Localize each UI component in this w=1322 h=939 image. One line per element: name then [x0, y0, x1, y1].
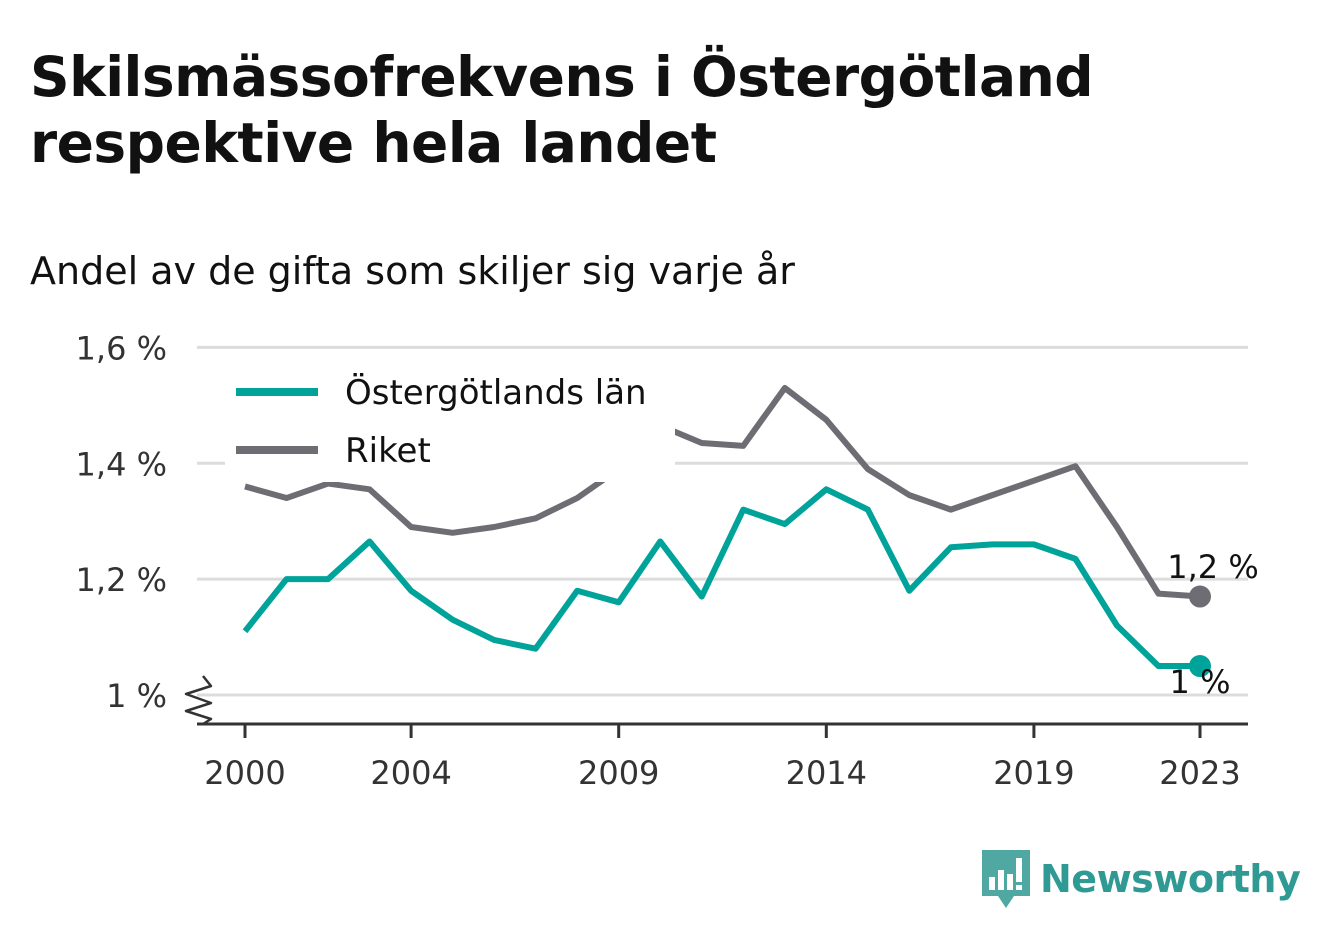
x-tick-label: 2019 [993, 754, 1074, 792]
x-axis [184, 675, 1248, 726]
end-labels: 1,2 % 1 % [1167, 548, 1258, 701]
y-axis-break-icon [184, 675, 213, 726]
x-tick-label: 2000 [204, 754, 285, 792]
y-tick-label: 1 % [106, 677, 167, 715]
series-end-dot-ostergotland [1189, 655, 1211, 678]
series-line-ostergotland [242, 486, 1200, 670]
x-axis-ticks: 2000 2004 2009 2014 2019 2023 [204, 724, 1241, 792]
end-label-riket: 1,2 % [1167, 548, 1258, 586]
y-tick-label: 1,4 % [76, 445, 167, 483]
series-end-dot-riket [1189, 585, 1211, 608]
chart-subtitle: Andel av de gifta som skiljer sig varje … [30, 249, 795, 293]
x-tick-label: 2004 [370, 754, 451, 792]
end-label-ostergotland: 1 % [1170, 663, 1231, 701]
legend: Östergötlands län Riket [225, 370, 675, 482]
x-tick-label: 2009 [578, 754, 659, 792]
y-tick-label: 1,6 % [76, 329, 167, 367]
y-axis-ticks: 1 % 1,2 % 1,4 % 1,6 % [76, 329, 167, 715]
series-lines [242, 384, 1211, 678]
x-tick-label: 2014 [786, 754, 867, 792]
brand-logo: Newsworthy [980, 848, 1301, 910]
x-tick-label: 2023 [1159, 754, 1240, 792]
brand-name: Newsworthy [1040, 857, 1301, 901]
newsworthy-logo-icon [982, 850, 1030, 908]
legend-label-ostergotland: Östergötlands län [345, 372, 647, 413]
chart-title: Skilsmässofrekvens i Östergötland respek… [30, 45, 1094, 175]
y-tick-label: 1,2 % [76, 561, 167, 599]
legend-label-riket: Riket [345, 431, 431, 471]
series-line-riket [244, 384, 1201, 600]
